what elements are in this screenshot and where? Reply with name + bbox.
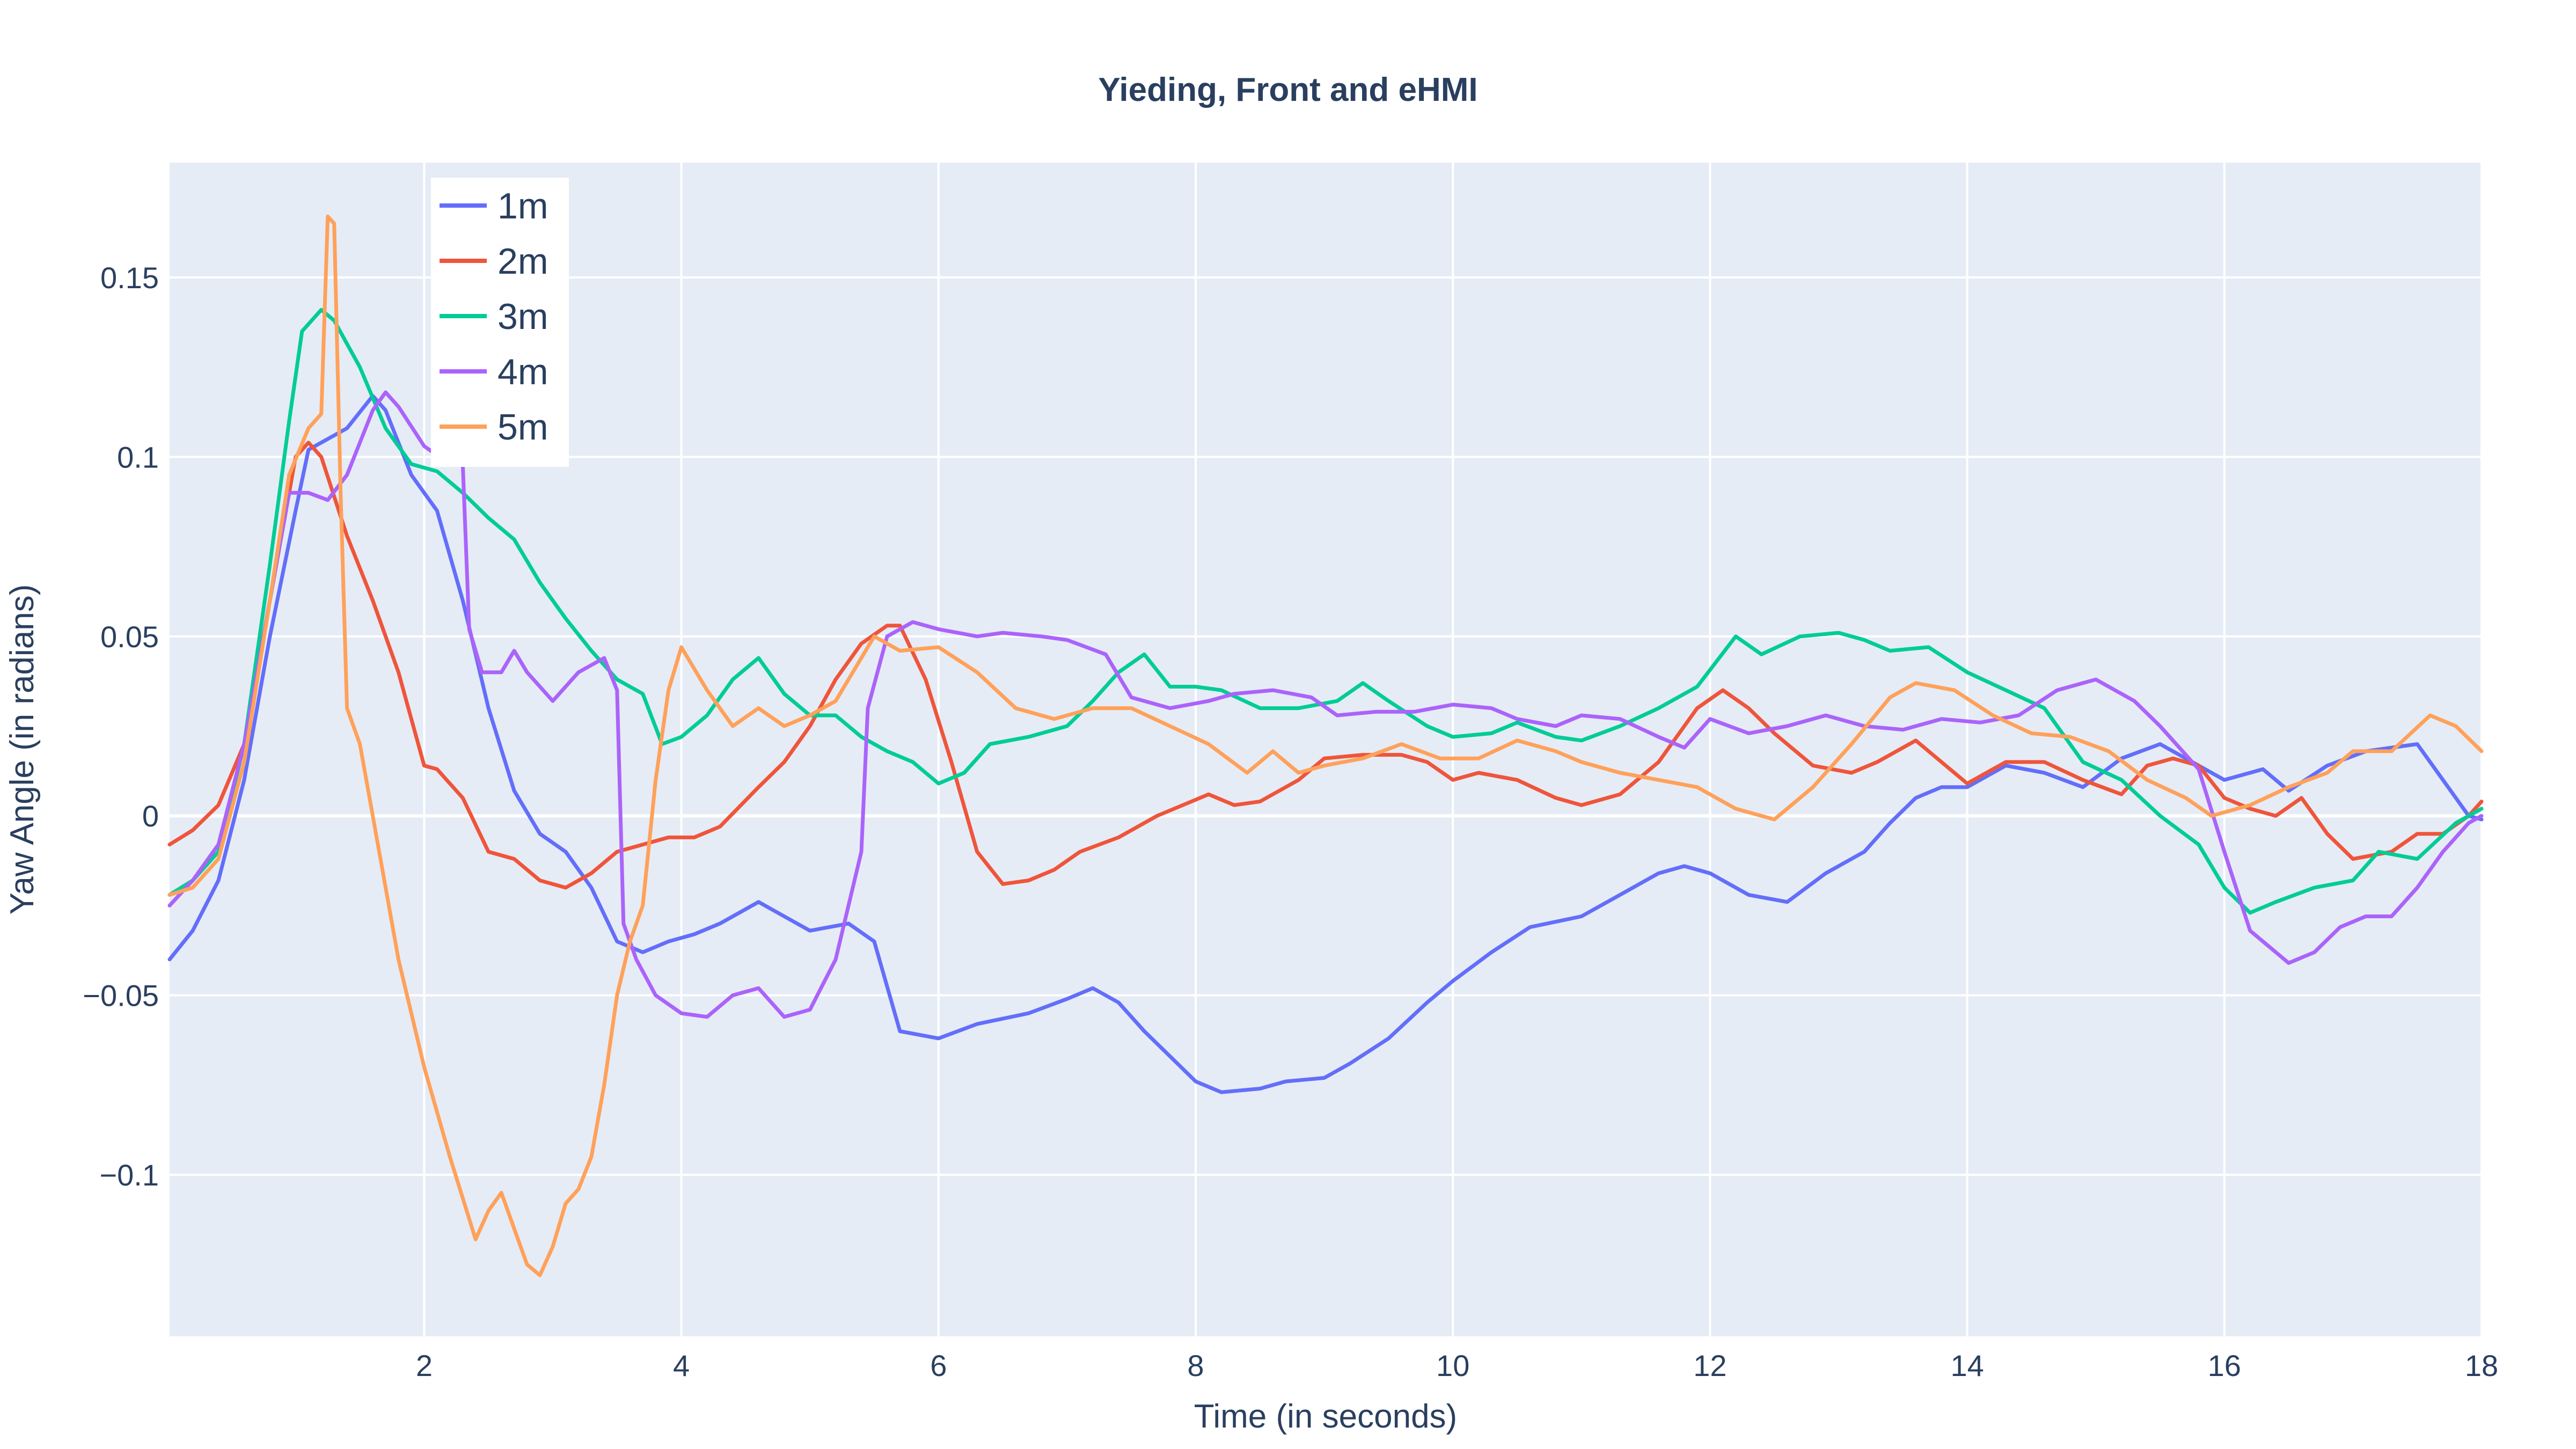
series-line-1m — [167, 394, 2484, 1094]
x-tick-label: 14 — [1950, 1349, 1984, 1382]
x-tick-label: 8 — [1187, 1349, 1204, 1382]
legend: 1m 2m 3m 4m 5m — [431, 178, 569, 467]
legend-entry-2m: 2m — [497, 241, 548, 282]
x-tick-label: 16 — [2208, 1349, 2241, 1382]
y-tick-label: −0.1 — [99, 1158, 159, 1192]
legend-entry-3m: 3m — [497, 296, 548, 337]
series-line-3m — [167, 308, 2484, 915]
x-tick-label: 4 — [673, 1349, 690, 1382]
x-tick-label: 2 — [416, 1349, 433, 1382]
tick-layer: 2 4 6 8 10 12 14 16 18 −0.1 −0.05 0 0.05 0.1 0.15 — [83, 261, 2498, 1382]
legend-entry-1m: 1m — [497, 186, 548, 226]
y-axis-title: Yaw Angle (in radians) — [4, 584, 41, 915]
series-line-4m — [167, 390, 2484, 1019]
series-layer — [167, 214, 2484, 1277]
chart-title: Yieding, Front and eHMI — [1098, 71, 1477, 108]
x-tick-label: 12 — [1693, 1349, 1726, 1382]
y-tick-label: 0.05 — [100, 620, 159, 654]
series-line-2m — [167, 441, 2484, 890]
x-tick-label: 6 — [930, 1349, 947, 1382]
legend-entry-5m: 5m — [497, 407, 548, 448]
x-axis-title: Time (in seconds) — [1194, 1398, 1457, 1435]
y-tick-label: 0.15 — [100, 261, 159, 295]
y-tick-label: 0 — [142, 799, 159, 833]
x-tick-label: 18 — [2465, 1349, 2498, 1382]
legend-entry-4m: 4m — [497, 352, 548, 392]
legend-box — [431, 178, 569, 467]
y-tick-label: −0.05 — [83, 979, 159, 1013]
y-tick-label: 0.1 — [117, 440, 159, 474]
series-line-5m — [167, 214, 2484, 1277]
x-tick-label: 10 — [1436, 1349, 1469, 1382]
